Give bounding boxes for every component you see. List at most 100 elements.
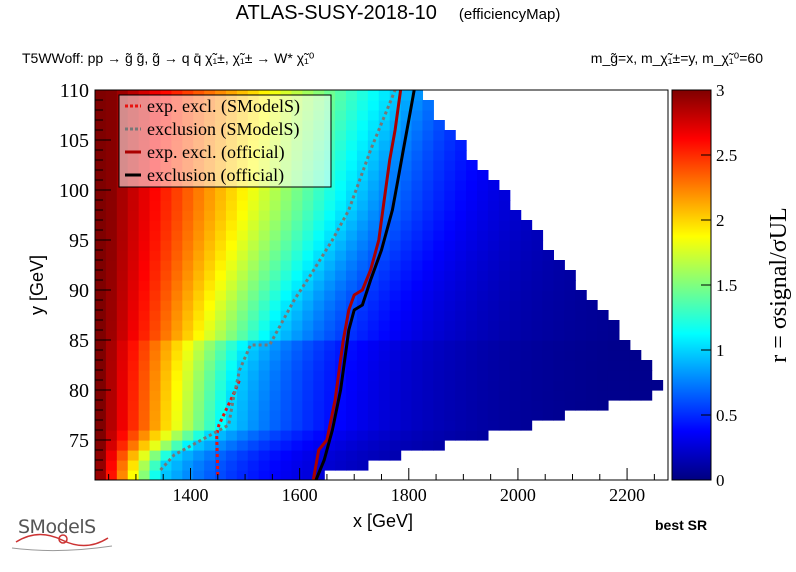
heatmap-cell bbox=[160, 440, 172, 451]
heatmap-cell bbox=[444, 260, 456, 271]
heatmap-cell bbox=[269, 380, 282, 391]
heatmap-cell bbox=[389, 420, 402, 431]
heatmap-cell bbox=[411, 200, 424, 211]
heatmap-cell bbox=[105, 380, 118, 391]
heatmap-cell bbox=[346, 350, 358, 361]
heatmap-cell bbox=[509, 340, 522, 351]
heatmap-cell bbox=[531, 390, 544, 401]
heatmap-cell bbox=[149, 300, 162, 311]
heatmap-cell bbox=[280, 460, 293, 471]
heatmap-cell bbox=[204, 330, 216, 341]
heatmap-cell bbox=[487, 190, 500, 201]
heatmap-cell bbox=[127, 460, 140, 471]
heatmap-cell bbox=[171, 320, 183, 331]
heatmap-cell bbox=[509, 390, 522, 401]
heatmap-cell bbox=[498, 380, 511, 391]
heatmap-cell bbox=[193, 250, 205, 261]
heatmap-cell bbox=[520, 340, 533, 351]
heatmap-cell bbox=[105, 260, 118, 271]
heatmap-cell bbox=[149, 240, 162, 251]
heatmap-cell bbox=[411, 230, 424, 241]
colorbar-tick-label: 2 bbox=[716, 211, 725, 230]
heatmap-cell bbox=[171, 470, 183, 480]
heatmap-cell bbox=[215, 460, 227, 471]
heatmap-cell bbox=[477, 370, 489, 381]
heatmap-cell bbox=[236, 340, 249, 351]
heatmap-cell bbox=[291, 250, 303, 261]
heatmap-cell bbox=[411, 130, 424, 141]
heatmap-cell bbox=[346, 120, 358, 131]
heatmap-cell bbox=[182, 430, 194, 441]
heatmap-cell bbox=[400, 280, 413, 291]
heatmap-cell bbox=[356, 230, 369, 241]
heatmap-cell bbox=[302, 270, 314, 281]
heatmap-cell bbox=[95, 450, 107, 461]
heatmap-cell bbox=[477, 300, 489, 311]
heatmap-cell bbox=[127, 350, 140, 361]
heatmap-cell bbox=[127, 230, 140, 241]
heatmap-cell bbox=[389, 450, 402, 461]
heatmap-cell bbox=[444, 160, 456, 171]
heatmap-cell bbox=[302, 400, 314, 411]
heatmap-cell bbox=[335, 120, 347, 131]
heatmap-cell bbox=[509, 420, 522, 431]
heatmap-cell bbox=[389, 210, 402, 221]
smodels-logo-graphic bbox=[11, 533, 113, 552]
heatmap-cell bbox=[204, 260, 216, 271]
heatmap-cell bbox=[313, 340, 325, 351]
heatmap-cell bbox=[149, 370, 162, 381]
heatmap-cell bbox=[160, 350, 172, 361]
heatmap-cell bbox=[95, 300, 107, 311]
heatmap-cell bbox=[302, 350, 314, 361]
heatmap-cell bbox=[116, 260, 129, 271]
heatmap-cell bbox=[225, 190, 238, 201]
heatmap-cell bbox=[422, 210, 434, 221]
heatmap-cell bbox=[466, 230, 478, 241]
heatmap-cell bbox=[346, 220, 358, 231]
heatmap-cell bbox=[422, 110, 434, 121]
heatmap-cell bbox=[531, 360, 544, 371]
heatmap-cell bbox=[411, 140, 424, 151]
heatmap-cell bbox=[389, 330, 402, 341]
heatmap-cell bbox=[640, 390, 653, 401]
heatmap-cell bbox=[498, 330, 511, 341]
heatmap-cell bbox=[182, 260, 194, 271]
y-axis: 75 80 85 90 95 100 105 110 bbox=[59, 80, 111, 471]
heatmap-cell bbox=[466, 410, 478, 421]
heatmap-cell bbox=[335, 430, 347, 441]
heatmap-cell bbox=[247, 280, 260, 291]
heatmap-cell bbox=[498, 290, 511, 301]
heatmap-cell bbox=[324, 410, 336, 421]
heatmap-cell bbox=[247, 350, 260, 361]
heatmap-cell bbox=[160, 470, 172, 480]
heatmap-cell bbox=[422, 160, 434, 171]
heatmap-cell bbox=[105, 460, 118, 471]
heatmap-cell bbox=[225, 380, 238, 391]
heatmap-cell bbox=[422, 350, 434, 361]
heatmap-cell bbox=[586, 350, 598, 361]
heatmap-cell bbox=[269, 320, 282, 331]
heatmap-cell bbox=[225, 450, 238, 461]
heatmap-cell bbox=[509, 290, 522, 301]
heatmap-cell bbox=[236, 200, 249, 211]
heatmap-cell bbox=[193, 340, 205, 351]
heatmap-cell bbox=[95, 420, 107, 431]
heatmap-cell bbox=[171, 450, 183, 461]
heatmap-cell bbox=[367, 350, 380, 361]
heatmap-cell bbox=[193, 450, 205, 461]
heatmap-cell bbox=[411, 160, 424, 171]
heatmap-cell bbox=[116, 350, 129, 361]
heatmap-cell bbox=[236, 220, 249, 231]
heatmap-cell bbox=[531, 320, 544, 331]
heatmap-cell bbox=[335, 230, 347, 241]
heatmap-cell bbox=[477, 330, 489, 341]
heatmap-cell bbox=[367, 220, 380, 231]
heatmap-cell bbox=[553, 380, 565, 391]
heatmap-cell bbox=[531, 300, 544, 311]
heatmap-cell bbox=[477, 360, 489, 371]
heatmap-cell bbox=[400, 330, 413, 341]
chart-title: ATLAS-SUSY-2018-10 (efficiencyMap) bbox=[0, 2, 796, 25]
heatmap-cell bbox=[193, 390, 205, 401]
heatmap-cell bbox=[335, 280, 347, 291]
heatmap-cell bbox=[597, 370, 609, 381]
